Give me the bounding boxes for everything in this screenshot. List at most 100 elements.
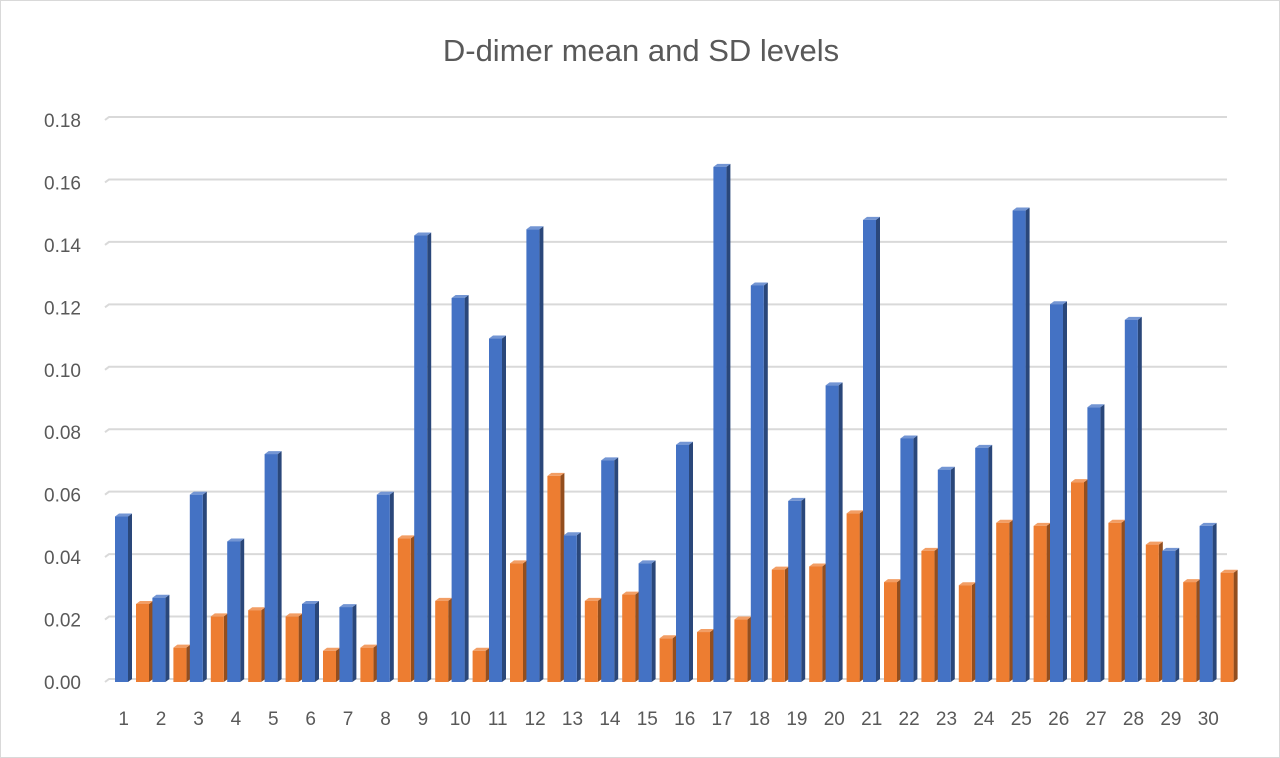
bar-side [950,466,955,682]
bar-top [526,226,544,230]
bar-front [958,585,972,682]
bar-side [539,226,544,682]
bar-top [713,163,731,167]
bar-side [1046,522,1051,682]
bar-front [1145,544,1159,682]
gridline [104,490,1227,496]
bar-side [373,644,378,682]
bar-side [165,594,170,682]
x-tick-label: 27 [1086,709,1107,730]
bar-front [285,616,299,682]
x-tick-label: 14 [599,709,621,730]
bar-front [884,582,897,682]
bar-side [502,335,506,682]
bar-front [1108,522,1122,682]
bar-front [584,600,598,682]
bar-front [1012,210,1026,683]
bar-top [1220,569,1238,573]
bar-side [784,566,789,682]
x-tick-label: 30 [1198,709,1219,730]
bar-front [863,219,876,682]
bar-series-2-16 [697,629,714,682]
bar-top [136,600,153,604]
bar-side [1121,519,1126,682]
x-tick-label: 9 [418,709,429,730]
x-tick-label: 17 [712,709,733,730]
bar-front [510,563,523,682]
bar-series-1-3 [189,491,207,682]
bar-series-1-16 [676,441,693,682]
bar-top [189,491,207,495]
bar-top [376,491,394,495]
y-tick-label: 0.04 [44,548,81,569]
bar-series-2-21 [884,579,901,682]
bar-series-2-11 [510,560,527,682]
y-tick-label: 0.02 [44,611,81,632]
bar-series-2-25 [1033,522,1051,682]
bar-front [622,594,636,682]
bar-side [822,563,827,682]
bar-side [1063,301,1067,682]
bar-side [651,560,656,682]
bar-side [1196,579,1201,682]
bar-top [697,629,714,633]
x-tick-label: 18 [749,709,770,730]
gridlines [104,116,1227,683]
bar-side [202,491,207,682]
bar-series-1-21 [863,216,880,682]
bar-series-1-5 [264,451,282,682]
bar-top [510,560,527,564]
bar-series-2-18 [771,566,789,682]
bar-top [563,532,581,536]
bar-top [1162,547,1180,551]
bar-top [638,560,656,564]
bar-series-2-3 [210,613,228,682]
bar-side [710,629,714,682]
bar-top [1071,479,1088,483]
bar-front [115,516,128,682]
bar-series-2-29 [1183,579,1201,682]
bar-front [975,447,989,682]
bar-side [427,232,432,682]
bar-series-1-14 [601,457,619,682]
bar-front [210,616,224,682]
bar-top [809,563,827,567]
bar-series-1-28 [1124,316,1142,682]
bar-side [448,597,453,682]
bar-front [921,550,935,682]
bar-side [1233,569,1238,682]
bar-series-1-2 [152,594,170,682]
bar-front [323,650,336,682]
bar-series-2-14 [622,591,640,682]
bar-side [1100,404,1105,682]
bar-series-2-5 [285,613,303,682]
bar-series-1-15 [638,560,656,682]
bar-front [264,454,278,682]
bar-series-2-27 [1108,519,1126,682]
bar-top [264,451,282,455]
bar-top [975,444,993,448]
bar-side [672,635,677,682]
bar-top [659,635,677,639]
bar-front [1124,319,1138,682]
bar-front [1050,304,1063,682]
bar-series-1-17 [713,163,731,683]
bar-top [323,647,340,651]
bar-series-2-23 [958,582,976,682]
bar-side [597,597,602,682]
bar-front [900,438,914,682]
x-tick-label: 13 [562,709,583,730]
bar-side [1212,522,1217,682]
bar-series-1-25 [1012,207,1030,683]
bar-series-2-2 [173,644,191,682]
bar-series-1-19 [788,497,806,682]
bar-side [261,607,266,682]
y-tick-label: 0.16 [44,173,81,194]
bar-side [838,382,843,682]
bar-top [115,513,132,517]
bar-top [846,510,864,514]
bar-front [713,166,727,683]
bar-top [863,216,880,220]
bar-series-2-30 [1220,569,1238,682]
x-tick-label: 25 [1011,709,1032,730]
